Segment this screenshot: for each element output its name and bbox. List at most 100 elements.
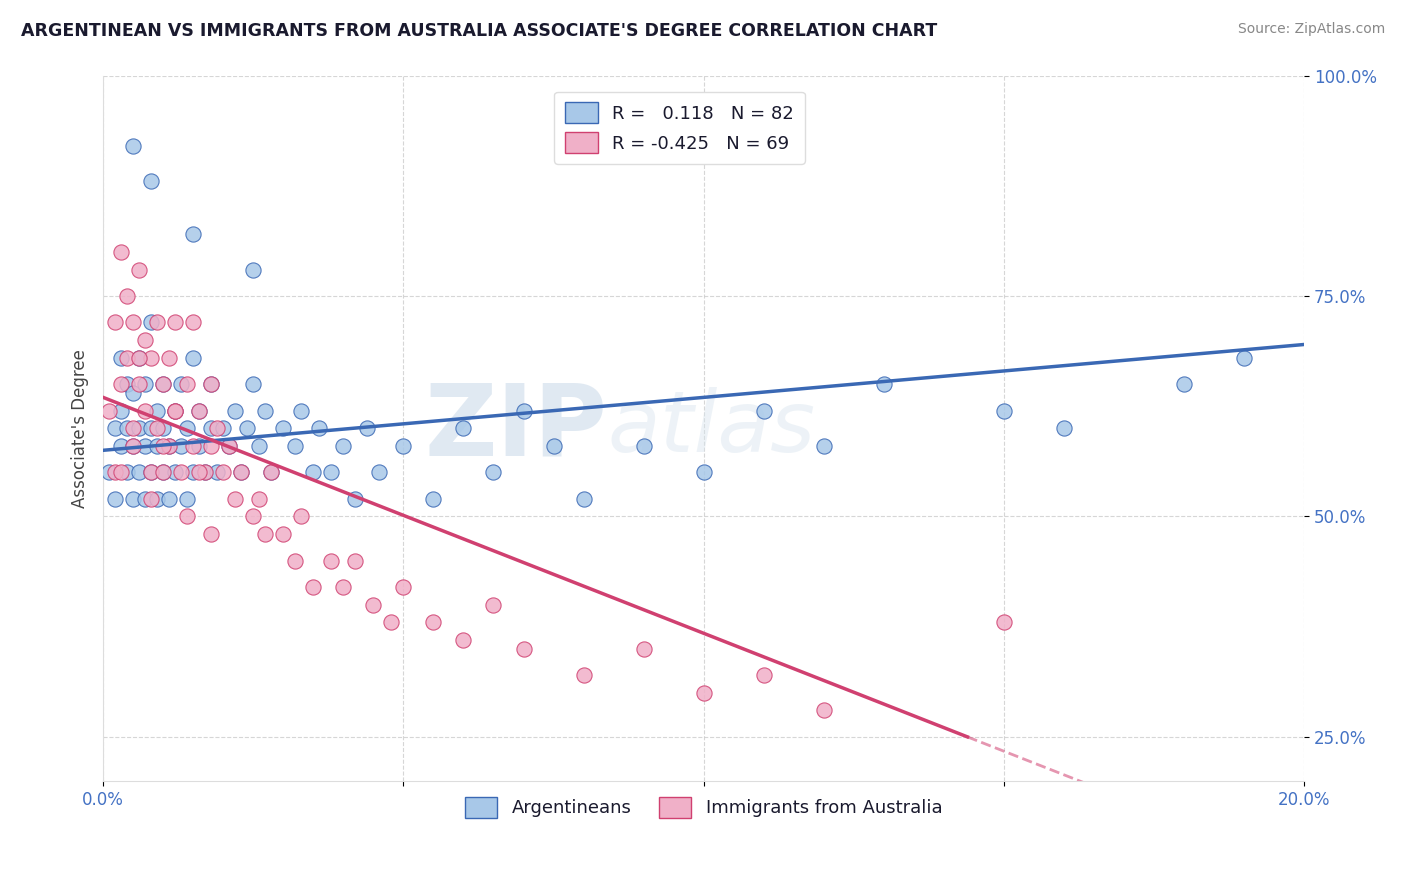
Point	[356, 421, 378, 435]
Point	[380, 615, 402, 630]
Point	[321, 553, 343, 567]
Point	[176, 421, 198, 435]
Point	[134, 377, 156, 392]
Point	[110, 466, 132, 480]
Point	[200, 439, 222, 453]
Point	[271, 527, 294, 541]
Point	[141, 466, 163, 480]
Point	[207, 421, 229, 435]
Point	[482, 598, 505, 612]
Point	[290, 403, 312, 417]
Point	[122, 421, 145, 435]
Point	[752, 403, 775, 417]
Point	[157, 351, 180, 365]
Point	[152, 466, 174, 480]
Y-axis label: Associate's Degree: Associate's Degree	[72, 349, 89, 508]
Point	[200, 421, 222, 435]
Point	[188, 403, 211, 417]
Point	[284, 553, 307, 567]
Point	[1233, 351, 1256, 365]
Point	[194, 466, 217, 480]
Point	[170, 439, 193, 453]
Point	[110, 244, 132, 259]
Point	[98, 403, 121, 417]
Point	[392, 580, 415, 594]
Point	[633, 439, 655, 453]
Point	[332, 439, 354, 453]
Point	[271, 421, 294, 435]
Point	[157, 439, 180, 453]
Point	[212, 421, 235, 435]
Point	[212, 466, 235, 480]
Point	[152, 421, 174, 435]
Point	[165, 403, 187, 417]
Point	[157, 439, 180, 453]
Point	[218, 439, 240, 453]
Point	[170, 466, 193, 480]
Point	[236, 421, 259, 435]
Point	[363, 598, 385, 612]
Point	[181, 466, 204, 480]
Point	[134, 403, 156, 417]
Point	[302, 466, 325, 480]
Point	[122, 315, 145, 329]
Point	[188, 403, 211, 417]
Point	[813, 703, 835, 717]
Point	[146, 439, 169, 453]
Point	[873, 377, 896, 392]
Point	[165, 315, 187, 329]
Point	[422, 491, 444, 506]
Point	[218, 439, 240, 453]
Point	[104, 421, 127, 435]
Point	[207, 466, 229, 480]
Point	[128, 377, 150, 392]
Point	[308, 421, 330, 435]
Point	[157, 491, 180, 506]
Point	[152, 377, 174, 392]
Point	[422, 615, 444, 630]
Point	[344, 553, 367, 567]
Point	[128, 262, 150, 277]
Point	[122, 439, 145, 453]
Point	[152, 377, 174, 392]
Point	[115, 421, 138, 435]
Point	[231, 466, 253, 480]
Point	[572, 668, 595, 682]
Point	[188, 439, 211, 453]
Point	[104, 491, 127, 506]
Point	[176, 377, 198, 392]
Point	[98, 466, 121, 480]
Point	[247, 491, 270, 506]
Point	[128, 351, 150, 365]
Point	[122, 386, 145, 401]
Point	[165, 466, 187, 480]
Point	[115, 466, 138, 480]
Point	[146, 491, 169, 506]
Point	[224, 491, 246, 506]
Point	[692, 466, 714, 480]
Point	[332, 580, 354, 594]
Point	[572, 491, 595, 506]
Point	[128, 351, 150, 365]
Point	[254, 403, 277, 417]
Point	[260, 466, 283, 480]
Point	[104, 466, 127, 480]
Point	[104, 315, 127, 329]
Point	[242, 509, 264, 524]
Point	[260, 466, 283, 480]
Point	[224, 403, 246, 417]
Point	[115, 377, 138, 392]
Point	[993, 403, 1015, 417]
Point	[146, 315, 169, 329]
Point	[453, 421, 475, 435]
Point	[181, 315, 204, 329]
Point	[134, 333, 156, 347]
Point	[122, 439, 145, 453]
Point	[141, 351, 163, 365]
Point	[302, 580, 325, 594]
Point	[993, 615, 1015, 630]
Point	[1173, 377, 1195, 392]
Point	[633, 641, 655, 656]
Legend: Argentineans, Immigrants from Australia: Argentineans, Immigrants from Australia	[458, 789, 949, 825]
Point	[115, 289, 138, 303]
